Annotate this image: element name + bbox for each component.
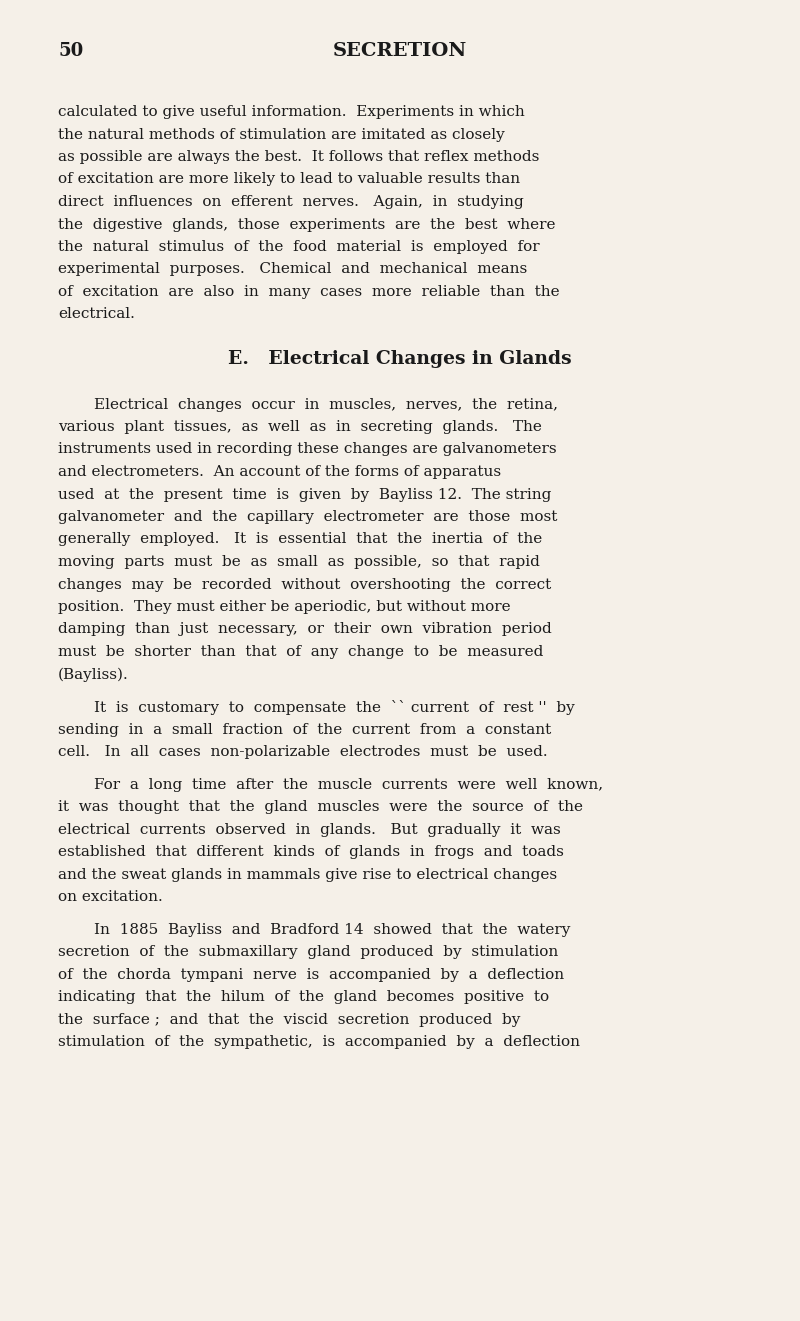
Text: instruments used in recording these changes are galvanometers: instruments used in recording these chan…: [58, 443, 557, 457]
Text: of  excitation  are  also  in  many  cases  more  reliable  than  the: of excitation are also in many cases mor…: [58, 285, 560, 299]
Text: It  is  customary  to  compensate  the  `` current  of  rest ''  by: It is customary to compensate the `` cur…: [94, 700, 574, 715]
Text: moving  parts  must  be  as  small  as  possible,  so  that  rapid: moving parts must be as small as possibl…: [58, 555, 540, 569]
Text: direct  influences  on  efferent  nerves.   Again,  in  studying: direct influences on efferent nerves. Ag…: [58, 196, 524, 209]
Text: established  that  different  kinds  of  glands  in  frogs  and  toads: established that different kinds of glan…: [58, 845, 564, 859]
Text: E.   Electrical Changes in Glands: E. Electrical Changes in Glands: [228, 350, 572, 369]
Text: experimental  purposes.   Chemical  and  mechanical  means: experimental purposes. Chemical and mech…: [58, 263, 527, 276]
Text: position.  They must either be aperiodic, but without more: position. They must either be aperiodic,…: [58, 600, 510, 614]
Text: damping  than  just  necessary,  or  their  own  vibration  period: damping than just necessary, or their ow…: [58, 622, 552, 637]
Text: and the sweat glands in mammals give rise to electrical changes: and the sweat glands in mammals give ris…: [58, 868, 557, 881]
Text: electrical.: electrical.: [58, 308, 135, 321]
Text: the  digestive  glands,  those  experiments  are  the  best  where: the digestive glands, those experiments …: [58, 218, 555, 231]
Text: For  a  long  time  after  the  muscle  currents  were  well  known,: For a long time after the muscle current…: [94, 778, 603, 791]
Text: calculated to give useful information.  Experiments in which: calculated to give useful information. E…: [58, 104, 525, 119]
Text: the  surface ;  and  that  the  viscid  secretion  produced  by: the surface ; and that the viscid secret…: [58, 1013, 520, 1026]
Text: of  the  chorda  tympani  nerve  is  accompanied  by  a  deflection: of the chorda tympani nerve is accompani…: [58, 968, 564, 982]
Text: Electrical  changes  occur  in  muscles,  nerves,  the  retina,: Electrical changes occur in muscles, ner…: [94, 398, 558, 412]
Text: galvanometer  and  the  capillary  electrometer  are  those  most: galvanometer and the capillary electrome…: [58, 510, 558, 524]
Text: the natural methods of stimulation are imitated as closely: the natural methods of stimulation are i…: [58, 128, 505, 141]
Text: electrical  currents  observed  in  glands.   But  gradually  it  was: electrical currents observed in glands. …: [58, 823, 561, 836]
Text: indicating  that  the  hilum  of  the  gland  becomes  positive  to: indicating that the hilum of the gland b…: [58, 991, 549, 1004]
Text: on excitation.: on excitation.: [58, 890, 162, 905]
Text: used  at  the  present  time  is  given  by  Bayliss 12.  The string: used at the present time is given by Bay…: [58, 487, 551, 502]
Text: SECRETION: SECRETION: [333, 42, 467, 59]
Text: must  be  shorter  than  that  of  any  change  to  be  measured: must be shorter than that of any change …: [58, 645, 543, 659]
Text: 50: 50: [58, 42, 83, 59]
Text: generally  employed.   It  is  essential  that  the  inertia  of  the: generally employed. It is essential that…: [58, 532, 542, 547]
Text: as possible are always the best.  It follows that reflex methods: as possible are always the best. It foll…: [58, 151, 539, 164]
Text: cell.   In  all  cases  non-polarizable  electrodes  must  be  used.: cell. In all cases non-polarizable elect…: [58, 745, 548, 760]
Text: In  1885  Bayliss  and  Bradford 14  showed  that  the  watery: In 1885 Bayliss and Bradford 14 showed t…: [94, 923, 570, 937]
Text: of excitation are more likely to lead to valuable results than: of excitation are more likely to lead to…: [58, 173, 520, 186]
Text: the  natural  stimulus  of  the  food  material  is  employed  for: the natural stimulus of the food materia…: [58, 240, 540, 254]
Text: stimulation  of  the  sympathetic,  is  accompanied  by  a  deflection: stimulation of the sympathetic, is accom…: [58, 1036, 580, 1049]
Text: sending  in  a  small  fraction  of  the  current  from  a  constant: sending in a small fraction of the curre…: [58, 723, 551, 737]
Text: (Bayliss).: (Bayliss).: [58, 667, 129, 682]
Text: and electrometers.  An account of the forms of apparatus: and electrometers. An account of the for…: [58, 465, 501, 480]
Text: it  was  thought  that  the  gland  muscles  were  the  source  of  the: it was thought that the gland muscles we…: [58, 801, 583, 814]
Text: secretion  of  the  submaxillary  gland  produced  by  stimulation: secretion of the submaxillary gland prod…: [58, 946, 558, 959]
Text: changes  may  be  recorded  without  overshooting  the  correct: changes may be recorded without overshoo…: [58, 577, 551, 592]
Text: various  plant  tissues,  as  well  as  in  secreting  glands.   The: various plant tissues, as well as in sec…: [58, 420, 542, 435]
